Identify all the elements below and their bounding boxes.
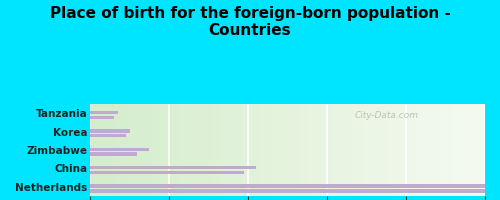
Text: Place of birth for the foreign-born population -
Countries: Place of birth for the foreign-born popu… bbox=[50, 6, 450, 38]
Bar bbox=[90, 111, 118, 114]
Bar bbox=[90, 184, 485, 188]
Bar bbox=[90, 148, 149, 151]
Text: City-Data.com: City-Data.com bbox=[354, 111, 418, 120]
Bar bbox=[90, 171, 244, 174]
Bar bbox=[90, 189, 485, 193]
Bar bbox=[90, 152, 138, 156]
Bar bbox=[90, 134, 126, 137]
Bar bbox=[90, 129, 130, 133]
Bar bbox=[90, 166, 256, 169]
Bar bbox=[90, 116, 114, 119]
